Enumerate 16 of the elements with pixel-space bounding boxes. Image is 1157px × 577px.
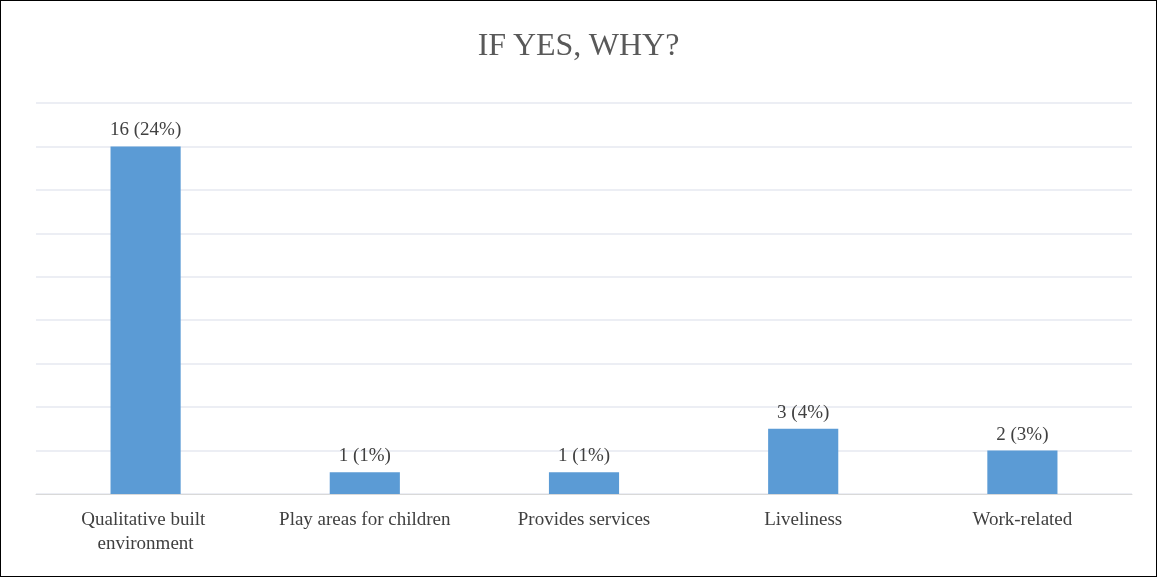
x-tick-label: Work-related [972, 507, 1073, 529]
x-tick-label: Liveliness [764, 507, 843, 529]
bar [548, 472, 620, 494]
data-label: 16 (24%) [109, 118, 182, 141]
bar [987, 450, 1058, 494]
data-label: 1 (1%) [557, 444, 611, 467]
data-label: 1 (1%) [338, 444, 391, 467]
data-label: 3 (4%) [777, 400, 830, 423]
chart-title: IF YES, WHY? [477, 26, 680, 62]
bar [110, 146, 181, 494]
data-label: 2 (3%) [996, 422, 1049, 445]
x-tick-label: Play areas for children [279, 507, 452, 529]
bar [768, 428, 839, 494]
x-tick-label: Qualitative built environment [81, 507, 210, 553]
x-tick-label: Provides services [517, 507, 651, 529]
bar [329, 472, 400, 494]
